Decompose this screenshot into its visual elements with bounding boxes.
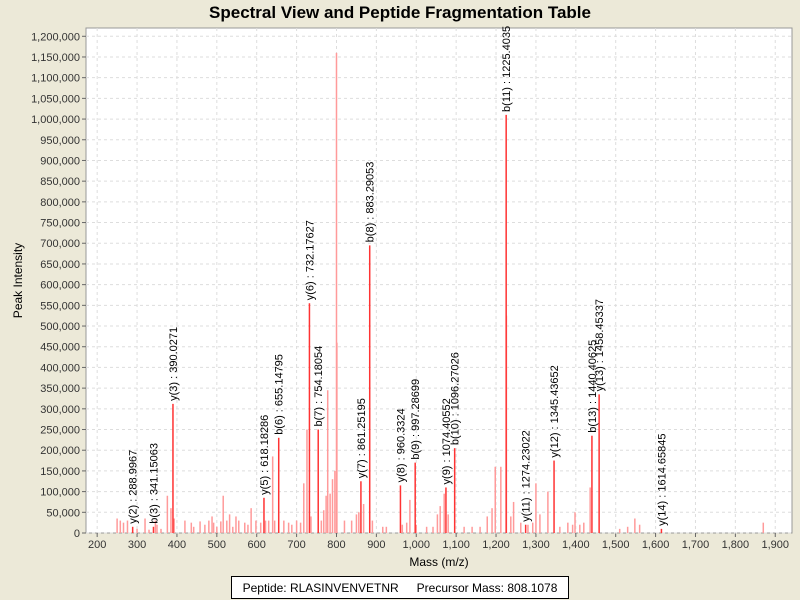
peak-label: y(11) : 1274.23022 bbox=[521, 430, 533, 522]
peak-label: b(6) : 655.14795 bbox=[274, 354, 286, 435]
y-tick-label: 850,000 bbox=[40, 176, 80, 188]
plot-area bbox=[85, 27, 793, 534]
x-tick-label: 300 bbox=[128, 539, 146, 551]
y-tick-label: 450,000 bbox=[40, 342, 80, 354]
peak-label: b(10) : 1096.27026 bbox=[450, 352, 462, 445]
y-tick-label: 50,000 bbox=[46, 507, 80, 519]
peak-label: b(11) : 1225.4035 bbox=[501, 26, 513, 112]
x-tick-label: 1,400 bbox=[562, 539, 590, 551]
peptide-label: Peptide: RLASINVENVETNR bbox=[242, 580, 399, 595]
peak-label: y(2) : 288.9967 bbox=[128, 450, 140, 524]
x-tick-label: 1,600 bbox=[642, 539, 670, 551]
x-tick-label: 1,100 bbox=[442, 539, 470, 551]
precursor-mass-label: Precursor Mass: 808.1078 bbox=[416, 580, 558, 595]
peak-label: y(14) : 1614.65845 bbox=[656, 434, 668, 526]
chart-title: Spectral View and Peptide Fragmentation … bbox=[209, 3, 591, 22]
x-tick-label: 400 bbox=[168, 539, 186, 551]
y-tick-label: 1,150,000 bbox=[31, 52, 80, 64]
peak-label: y(9) : 1074.40552 bbox=[441, 398, 453, 484]
x-tick-label: 1,200 bbox=[482, 539, 510, 551]
x-tick-label: 500 bbox=[208, 539, 226, 551]
x-tick-label: 200 bbox=[88, 539, 106, 551]
y-tick-label: 100,000 bbox=[40, 487, 80, 499]
x-tick-label: 1,800 bbox=[722, 539, 750, 551]
y-tick-label: 800,000 bbox=[40, 197, 80, 209]
y-tick-label: 1,100,000 bbox=[31, 73, 80, 85]
y-tick-label: 650,000 bbox=[40, 259, 80, 271]
y-tick-label: 600,000 bbox=[40, 280, 80, 292]
x-tick-label: 700 bbox=[287, 539, 305, 551]
y-tick-label: 1,050,000 bbox=[31, 93, 80, 105]
y-tick-label: 150,000 bbox=[40, 466, 80, 478]
peak-label: y(8) : 960.3324 bbox=[395, 408, 407, 482]
y-tick-label: 1,000,000 bbox=[31, 114, 80, 126]
peak-label: b(7) : 754.18054 bbox=[313, 346, 325, 427]
y-tick-label: 250,000 bbox=[40, 425, 80, 437]
x-tick-label: 600 bbox=[248, 539, 266, 551]
legend-box: Peptide: RLASINVENVETNR Precursor Mass: … bbox=[231, 576, 569, 599]
x-tick-label: 900 bbox=[367, 539, 385, 551]
peak-label: y(6) : 732.17627 bbox=[304, 220, 316, 300]
y-tick-label: 400,000 bbox=[40, 362, 80, 374]
x-tick-label: 1,000 bbox=[402, 539, 430, 551]
x-tick-label: 1,500 bbox=[602, 539, 630, 551]
peak-label: b(8) : 883.29053 bbox=[365, 162, 377, 243]
y-tick-label: 500,000 bbox=[40, 321, 80, 333]
y-tick-label: 200,000 bbox=[40, 445, 80, 457]
x-axis-label: Mass (m/z) bbox=[409, 555, 468, 569]
peak-label: y(5) : 618.18286 bbox=[259, 415, 271, 495]
y-tick-label: 1,200,000 bbox=[31, 31, 80, 43]
peak-label: b(9) : 997.28699 bbox=[410, 379, 422, 460]
y-axis-label: Peak Intensity bbox=[11, 243, 25, 318]
peak-label: y(3) : 390.0271 bbox=[168, 327, 180, 401]
x-tick-label: 1,900 bbox=[761, 539, 789, 551]
peak-label: y(13) : 1458.45337 bbox=[594, 299, 606, 391]
peak-label: b(3) : 341.15063 bbox=[148, 443, 160, 524]
y-tick-label: 700,000 bbox=[40, 238, 80, 250]
y-tick-label: 300,000 bbox=[40, 404, 80, 416]
x-tick-label: 1,700 bbox=[682, 539, 710, 551]
y-tick-label: 900,000 bbox=[40, 155, 80, 167]
y-tick-label: 950,000 bbox=[40, 135, 80, 147]
y-tick-label: 550,000 bbox=[40, 300, 80, 312]
peak-label: y(7) : 861.25195 bbox=[356, 398, 368, 478]
y-tick-label: 350,000 bbox=[40, 383, 80, 395]
x-tick-label: 1,300 bbox=[522, 539, 550, 551]
y-tick-label: 750,000 bbox=[40, 218, 80, 230]
peak-label: b(13) : 1440.40625 bbox=[587, 340, 599, 433]
peak-label: y(12) : 1345.43652 bbox=[549, 365, 561, 457]
y-tick-label: 0 bbox=[74, 528, 80, 540]
x-tick-label: 800 bbox=[327, 539, 345, 551]
